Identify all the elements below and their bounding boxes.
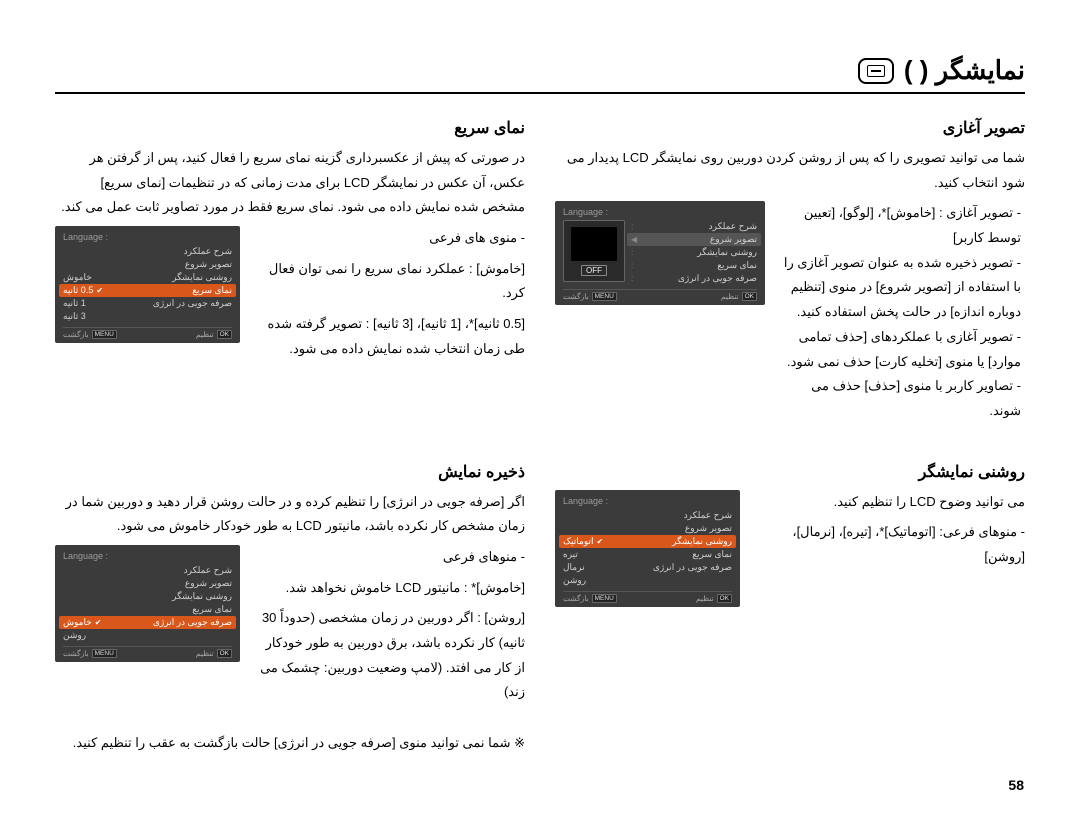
- menu-mock-start-image: Language : شرح عملکرد: تصویر شروع◀ روشنی…: [555, 201, 765, 305]
- display-save-intro: اگر [صرفه جویی در انرژی] را تنظیم کرده و…: [55, 490, 525, 539]
- display-icon: [858, 58, 894, 84]
- section-title-display-save: ذخیره نمایش: [55, 462, 525, 482]
- title-text: نمایشگر ( ): [904, 55, 1025, 86]
- menu-mock-brightness: Language : شرح عملکرد تصویر شروع روشنی ن…: [555, 490, 740, 607]
- menu-mock-quick-view: Language : شرح عملکرد تصویر شروع روشنی ن…: [55, 226, 240, 343]
- display-save-bullets: - منوهای فرعی [خاموش]* : مانیتور LCD خام…: [254, 545, 525, 711]
- start-image-bullets: تصویر آغازی : [خاموش]*، [لوگو]، [تعیین ت…: [779, 201, 1021, 423]
- section-title-quick-view: نمای سریع: [55, 118, 525, 138]
- quick-view-intro: در صورتی که پیش از عکسبرداری گزینه نمای …: [55, 146, 525, 220]
- preview-box: OFF: [563, 220, 625, 282]
- quick-view-bullets: - منوی های فرعی [خاموش] : عملکرد نمای سر…: [254, 226, 525, 367]
- brightness-text: می توانید وضوح LCD را تنظیم کنید. - منوه…: [754, 490, 1025, 576]
- start-image-intro: شما می توانید تصویری را که پس از روشن کر…: [555, 146, 1025, 195]
- section-title-brightness: روشنی نمایشگر: [555, 462, 1025, 482]
- section-title-start-image: تصویر آغازی: [555, 118, 1025, 138]
- footnote: ※ شما نمی توانید منوی [صرفه جویی در انرژ…: [55, 731, 525, 756]
- page-number: 58: [1008, 777, 1024, 793]
- menu-mock-display-save: Language : شرح عملکرد تصویر شروع روشنی ن…: [55, 545, 240, 662]
- page-title: نمایشگر ( ): [55, 55, 1025, 94]
